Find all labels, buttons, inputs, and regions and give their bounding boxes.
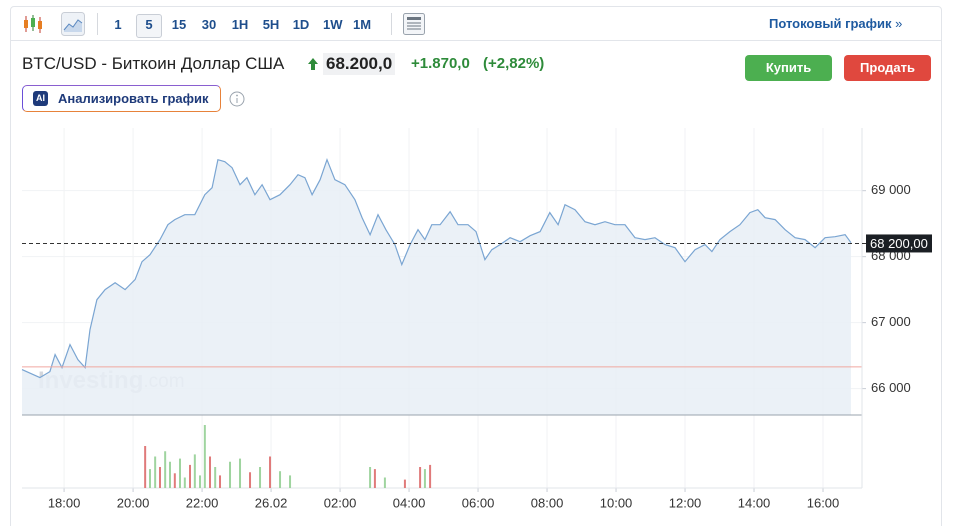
x-tick-label: 12:00 — [669, 495, 702, 510]
info-icon[interactable] — [229, 91, 245, 107]
volume-bar — [183, 477, 186, 488]
buy-button[interactable]: Купить — [745, 55, 832, 81]
volume-bar — [403, 479, 406, 488]
y-tick-label: 67 000 — [871, 314, 911, 329]
volume-bar — [279, 471, 282, 488]
volume-bar — [158, 467, 161, 488]
streaming-link[interactable]: Потоковый график » — [769, 16, 902, 31]
volume-bar — [178, 458, 181, 488]
volume-bar — [219, 475, 222, 488]
x-tick-label: 08:00 — [531, 495, 564, 510]
price-line — [21, 157, 852, 379]
interval-button[interactable]: 1M — [353, 17, 372, 32]
area-icon[interactable] — [61, 12, 85, 36]
x-tick-label: 20:00 — [117, 495, 150, 510]
interval-button[interactable]: 1 — [114, 17, 122, 32]
volume-bar — [289, 475, 292, 488]
volume-bar — [209, 456, 212, 488]
x-tick-label: 22:00 — [186, 495, 219, 510]
y-tick-label: 66 000 — [871, 380, 911, 395]
current-price-label: 68 200,00 — [870, 236, 928, 251]
last-price: 68.200,0 — [323, 53, 396, 75]
frame — [10, 6, 942, 526]
volume-bar — [168, 461, 171, 488]
volume-bar — [189, 464, 191, 488]
volume-bar — [383, 477, 386, 488]
current-price-tag — [866, 234, 932, 253]
x-tick-label: 14:00 — [738, 495, 771, 510]
x-tick-label: 02:00 — [324, 495, 357, 510]
chevron: » — [895, 16, 903, 31]
volume-bar — [259, 467, 262, 488]
streaming-link-text[interactable]: Потоковый график — [769, 16, 892, 31]
ai-label: Анализировать график — [58, 91, 209, 106]
volume-bar — [429, 464, 432, 488]
x-tick-label: 10:00 — [600, 495, 633, 510]
volume-bar — [148, 469, 151, 488]
volume-bar — [144, 446, 147, 488]
interval-button[interactable]: 15 — [171, 17, 187, 32]
volume-bar — [199, 475, 202, 488]
volume-bar — [214, 467, 217, 488]
x-tick-label: 18:00 — [48, 495, 81, 510]
interval-button[interactable]: 5H — [262, 17, 280, 32]
volume-bar — [369, 467, 372, 488]
ai-badge: AI — [33, 91, 48, 106]
ai-analyze-button[interactable]: AI Анализировать график — [22, 85, 221, 112]
volume-bar — [269, 456, 272, 488]
candles-icon[interactable] — [22, 13, 44, 35]
volume-bar — [229, 461, 232, 488]
price-change: +1.870,0 — [411, 55, 470, 72]
instrument-title: BTC/USD - Биткоин Доллар США — [22, 54, 285, 73]
sell-button[interactable]: Продать — [844, 55, 931, 81]
volume-bar — [249, 472, 252, 488]
separator — [97, 13, 98, 35]
interval-button[interactable]: 5 — [136, 14, 162, 38]
volume-bar — [203, 425, 206, 488]
volume-bar — [239, 458, 242, 488]
up-arrow — [308, 58, 318, 70]
interval-button[interactable]: 1H — [231, 17, 249, 32]
y-tick-label: 69 000 — [871, 182, 911, 197]
volume-bar — [419, 467, 422, 488]
table-icon[interactable] — [403, 13, 425, 35]
volume-bar — [173, 473, 176, 488]
x-tick-label: 26.02 — [255, 495, 288, 510]
x-tick-label: 16:00 — [807, 495, 840, 510]
x-tick-label: 06:00 — [462, 495, 495, 510]
separator — [391, 13, 392, 35]
volume-bar — [373, 469, 376, 488]
volume-bar — [154, 456, 157, 488]
price-change-percent: (+2,82%) — [483, 55, 545, 72]
volume-bar — [164, 451, 167, 488]
price-area — [22, 159, 851, 415]
interval-button[interactable]: 1D — [292, 17, 310, 32]
toolbar-separator — [10, 40, 942, 41]
volume-bar — [193, 454, 196, 488]
x-tick-label: 04:00 — [393, 495, 426, 510]
volume-bar — [423, 469, 426, 488]
interval-button[interactable]: 1W — [323, 17, 343, 32]
interval-button[interactable]: 30 — [201, 17, 217, 32]
